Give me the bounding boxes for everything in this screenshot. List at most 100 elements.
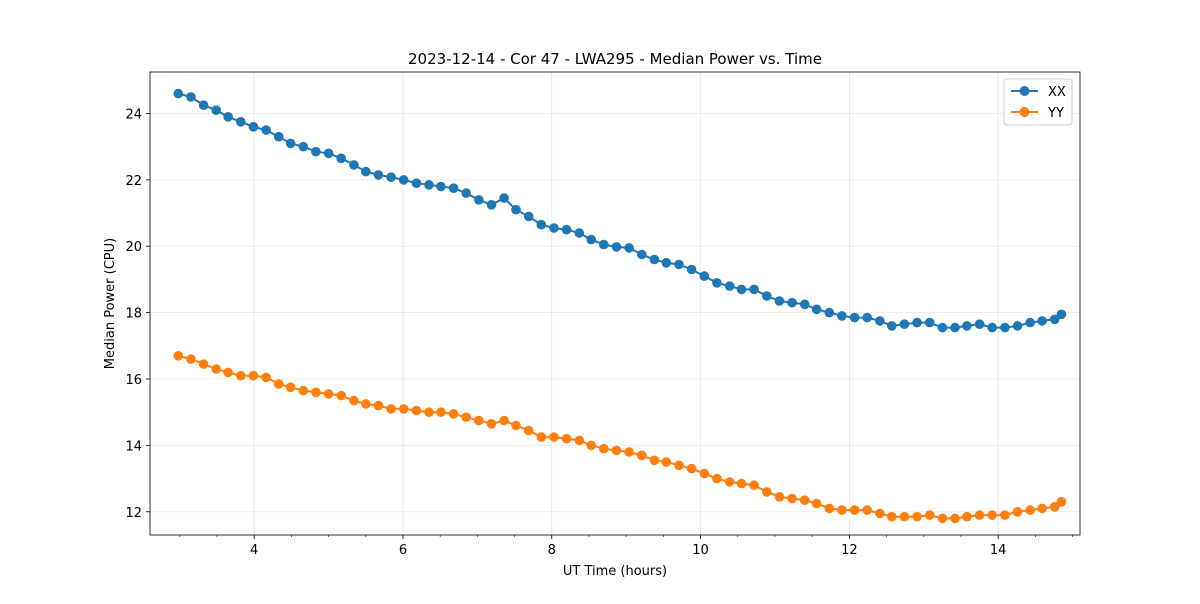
series-yy-point <box>236 370 246 381</box>
series-yy-point <box>361 399 371 409</box>
series-yy-point <box>261 372 271 383</box>
series-xx-point <box>875 316 885 326</box>
y-axis-label: Median Power (CPU) <box>103 238 118 369</box>
series-xx-point <box>285 138 296 149</box>
series-xx-point <box>974 319 985 330</box>
y-tick-label: 20 <box>125 240 142 255</box>
series-xx-point <box>887 321 897 331</box>
series-xx-point <box>173 88 184 99</box>
legend: XX YY <box>1003 78 1073 126</box>
series-yy-point <box>774 492 785 502</box>
series-yy-point <box>511 420 521 431</box>
y-tick-label: 12 <box>125 506 142 521</box>
series-yy-point <box>887 511 897 522</box>
series-xx-point <box>386 172 396 182</box>
series-yy-point <box>424 407 434 418</box>
series-xx-point <box>574 228 585 238</box>
series-yy-point <box>186 354 196 364</box>
series-xx-point <box>811 304 822 315</box>
series-yy-point <box>1049 502 1060 512</box>
series-yy-point <box>1037 503 1047 514</box>
series-yy-point <box>211 364 221 374</box>
series-xx-point <box>186 92 196 102</box>
series-yy-point <box>586 440 596 451</box>
series-yy-point <box>436 407 446 418</box>
series-yy-point <box>762 487 772 497</box>
series-xx-point <box>536 219 547 230</box>
series-yy-point <box>574 435 585 446</box>
series-yy-point <box>398 404 409 414</box>
series-yy-point <box>686 463 697 474</box>
series-yy-point <box>875 508 885 519</box>
series-yy-point <box>599 443 609 454</box>
series-xx-point <box>674 259 684 270</box>
series-xx-point <box>198 100 209 110</box>
series-xx-point <box>649 254 660 265</box>
series-xx-point <box>774 296 785 306</box>
series-yy-point <box>523 425 534 436</box>
series-yy-point <box>486 419 497 429</box>
series-xx-point <box>899 319 910 330</box>
series-xx-point <box>637 249 647 260</box>
series-yy-point <box>1000 510 1010 520</box>
series-xx-point <box>712 278 722 288</box>
series-xx-point <box>686 264 697 275</box>
series-xx <box>173 88 1067 333</box>
series-yy-point <box>849 505 860 515</box>
series-yy-point <box>223 367 233 378</box>
series-xx-point <box>1037 316 1047 326</box>
series-yy-point <box>349 395 359 406</box>
series-yy-point <box>987 510 997 520</box>
series-xx-point <box>699 271 710 281</box>
series-xx-point <box>336 153 347 164</box>
series-xx-point <box>950 322 960 333</box>
series-xx-point <box>837 311 847 321</box>
series-yy-point <box>899 511 910 522</box>
series-xx-point <box>323 148 334 159</box>
y-tick-label: 22 <box>125 174 142 189</box>
series-yy-point <box>724 477 735 487</box>
series-xx-point <box>549 223 559 233</box>
x-tick-label: 12 <box>841 543 858 558</box>
series-yy-point <box>1056 497 1067 507</box>
series-yy-point <box>499 415 509 426</box>
series-xx-point <box>424 180 434 190</box>
series-xx-point <box>1049 314 1060 325</box>
series-xx-point <box>849 312 860 323</box>
x-tick-label: 8 <box>548 543 556 558</box>
series-yy-point <box>298 385 309 396</box>
series-yy-point <box>248 370 259 381</box>
series-yy-point <box>461 412 472 423</box>
series-xx-point <box>261 125 271 135</box>
series-xx-point <box>236 117 246 127</box>
series-xx-point <box>448 183 459 193</box>
series-xx-point <box>273 131 284 142</box>
x-axis-label: UT Time (hours) <box>563 564 667 579</box>
series-yy-point <box>824 503 835 514</box>
y-tick-label: 24 <box>125 107 142 122</box>
series-yy-point <box>611 445 622 456</box>
plot-frame <box>149 71 1081 536</box>
series-xx-point <box>499 193 509 203</box>
series-xx-point <box>624 243 634 253</box>
series-yy-point <box>173 351 184 361</box>
series-xx-point <box>436 181 446 192</box>
series-xx-point <box>749 284 759 295</box>
series-xx-point <box>486 200 497 210</box>
series-yy-point <box>712 473 722 484</box>
series-yy-point <box>924 510 935 520</box>
series-yy-point <box>411 405 422 416</box>
series-xx-point <box>398 175 409 185</box>
y-axis-ticks: 12 14 16 18 20 22 24 <box>125 107 150 521</box>
series-yy-point <box>561 433 572 444</box>
series-xx-point <box>799 299 810 310</box>
series-xx-point <box>924 317 935 328</box>
series-yy-point <box>736 478 747 489</box>
series-yy-point <box>336 390 347 401</box>
y-tick-label: 16 <box>125 373 142 388</box>
series-xx-point <box>1056 309 1067 320</box>
series-yy-point <box>749 480 759 491</box>
series-xx-point <box>349 160 359 170</box>
series-yy-point <box>373 400 384 411</box>
